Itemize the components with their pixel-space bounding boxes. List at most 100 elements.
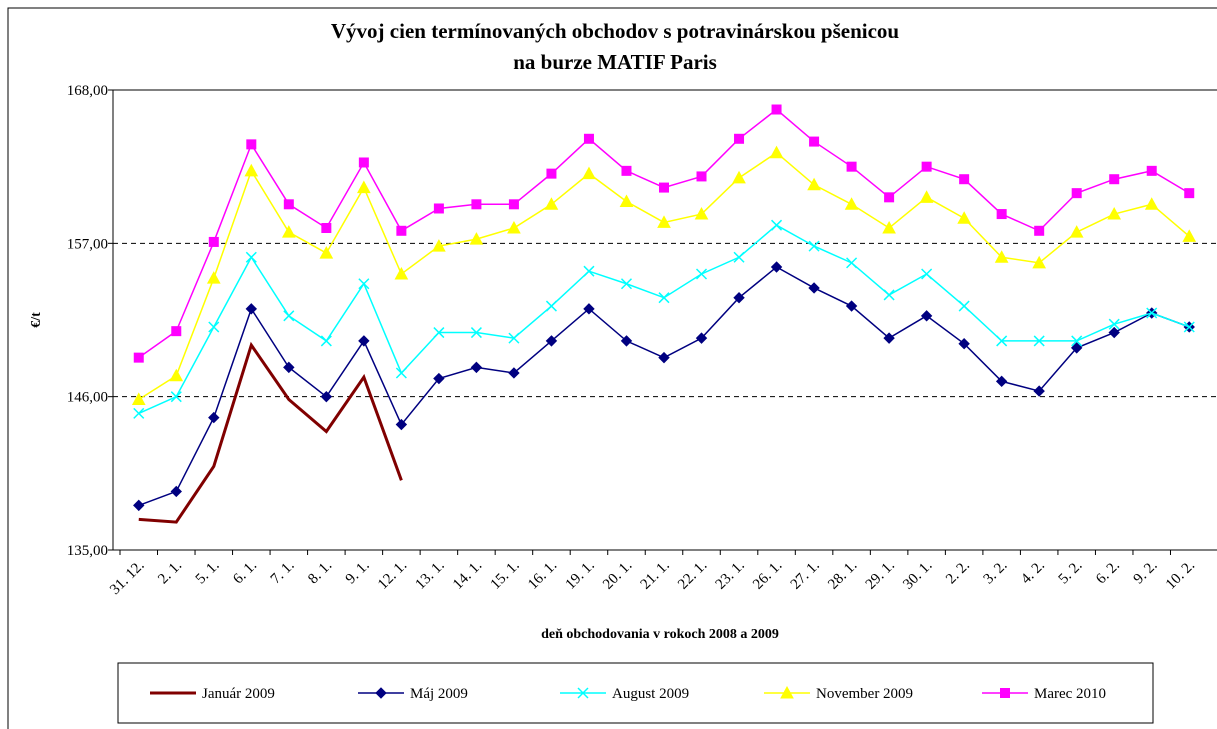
data-point bbox=[394, 266, 409, 280]
legend-marker bbox=[780, 685, 794, 699]
series-line bbox=[138, 341, 403, 524]
data-point bbox=[659, 182, 669, 193]
data-point bbox=[882, 220, 896, 234]
data-point bbox=[1109, 174, 1120, 185]
data-point bbox=[844, 197, 859, 210]
y-tick-label: 157,00 bbox=[67, 236, 108, 252]
data-point bbox=[583, 265, 595, 277]
data-point bbox=[170, 485, 182, 498]
data-point bbox=[1071, 188, 1082, 199]
data-point bbox=[432, 239, 446, 252]
y-tick-label: 146,00 bbox=[67, 390, 108, 406]
data-point bbox=[994, 250, 1009, 263]
data-point bbox=[470, 327, 482, 339]
y-tick-label: 135,00 bbox=[67, 543, 108, 559]
data-point bbox=[508, 199, 519, 210]
data-point bbox=[657, 215, 671, 228]
data-point bbox=[396, 225, 407, 236]
data-point bbox=[208, 236, 219, 247]
data-point bbox=[208, 411, 220, 424]
data-point bbox=[245, 251, 257, 263]
data-point bbox=[883, 332, 895, 344]
data-point bbox=[921, 268, 933, 280]
data-point bbox=[696, 171, 707, 182]
data-point bbox=[545, 300, 557, 312]
y-tick-label: 168,00 bbox=[67, 83, 108, 99]
data-point bbox=[921, 161, 932, 172]
data-point bbox=[507, 220, 521, 234]
data-point bbox=[1033, 335, 1045, 347]
data-point bbox=[358, 157, 369, 168]
data-point bbox=[245, 303, 258, 315]
data-point bbox=[732, 170, 746, 184]
data-point bbox=[771, 104, 782, 115]
data-point bbox=[133, 499, 145, 512]
data-point bbox=[920, 310, 933, 322]
chart-title: Vývoj cien termínovaných obchodov s potr… bbox=[331, 19, 900, 43]
data-point bbox=[395, 367, 407, 379]
data-point bbox=[358, 335, 370, 347]
data-point bbox=[246, 139, 257, 150]
data-point bbox=[206, 271, 221, 284]
data-point bbox=[395, 418, 408, 431]
data-point bbox=[808, 282, 820, 294]
data-point bbox=[469, 232, 484, 245]
data-point bbox=[959, 174, 970, 185]
data-point bbox=[996, 209, 1007, 220]
data-point bbox=[544, 197, 559, 210]
data-point bbox=[471, 199, 482, 210]
data-point bbox=[582, 166, 596, 180]
data-point bbox=[771, 219, 783, 231]
data-point bbox=[320, 390, 333, 403]
data-point bbox=[1146, 165, 1157, 176]
data-point bbox=[283, 199, 294, 210]
data-point bbox=[283, 361, 295, 374]
data-point bbox=[658, 351, 670, 364]
data-point bbox=[658, 292, 670, 304]
data-point bbox=[620, 335, 633, 347]
legend-label: November 2009 bbox=[816, 686, 913, 702]
plot-area bbox=[113, 90, 1217, 550]
data-point bbox=[1108, 326, 1120, 339]
data-point bbox=[1107, 207, 1122, 220]
data-point bbox=[620, 278, 633, 290]
legend-marker bbox=[375, 687, 387, 699]
x-axis-label: deň obchodovania v rokoch 2008 a 2009 bbox=[541, 627, 779, 642]
data-point bbox=[133, 407, 145, 419]
data-point bbox=[1032, 255, 1047, 269]
data-point bbox=[846, 161, 857, 172]
data-point bbox=[508, 367, 520, 379]
data-point bbox=[769, 145, 784, 159]
data-point bbox=[808, 240, 820, 252]
legend-label: Marec 2010 bbox=[1034, 686, 1106, 702]
data-point bbox=[1070, 342, 1083, 354]
data-point bbox=[846, 257, 858, 269]
chart-title: na burze MATIF Paris bbox=[513, 50, 717, 74]
data-point bbox=[171, 326, 182, 337]
data-point bbox=[1108, 318, 1120, 330]
data-point bbox=[845, 300, 858, 312]
data-point bbox=[357, 180, 371, 194]
data-point bbox=[996, 335, 1008, 347]
data-point bbox=[619, 194, 634, 208]
data-point bbox=[1146, 307, 1158, 319]
data-point bbox=[508, 332, 520, 344]
legend bbox=[117, 662, 1154, 724]
data-point bbox=[1034, 225, 1045, 236]
data-point bbox=[169, 368, 184, 382]
data-point bbox=[733, 251, 745, 263]
data-point bbox=[694, 207, 709, 220]
data-point bbox=[170, 391, 182, 403]
data-point bbox=[919, 190, 934, 203]
data-point bbox=[319, 246, 334, 259]
data-point bbox=[695, 332, 708, 344]
data-point bbox=[770, 261, 783, 273]
data-point bbox=[1184, 188, 1195, 199]
data-point bbox=[433, 327, 445, 339]
data-point bbox=[958, 337, 970, 350]
y-axis-label: €/t bbox=[29, 312, 44, 328]
legend-label: Máj 2009 bbox=[410, 686, 468, 702]
data-point bbox=[1033, 385, 1045, 397]
data-point bbox=[433, 203, 444, 214]
